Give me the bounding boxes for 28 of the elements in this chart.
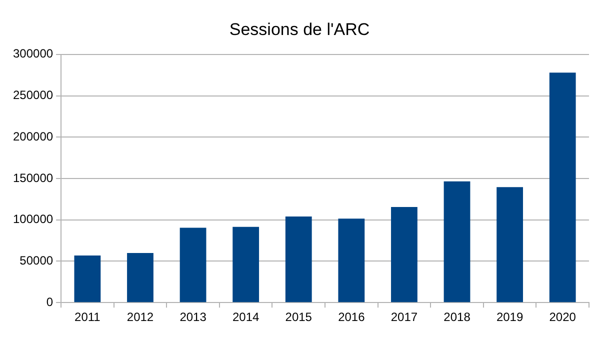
y-tick-label: 300000 <box>12 46 54 61</box>
y-tick-label: 200000 <box>12 129 54 144</box>
bar <box>391 207 418 302</box>
bar <box>285 216 312 302</box>
chart-title: Sessions de l'ARC <box>229 20 370 39</box>
x-tick-label: 2018 <box>444 310 471 324</box>
x-tick-label: 2017 <box>390 310 418 324</box>
y-tick-label: 0 <box>46 294 54 309</box>
bar <box>127 252 154 302</box>
y-tick-label: 50000 <box>20 254 54 268</box>
x-tick-label: 2015 <box>285 310 312 324</box>
bar <box>549 72 576 302</box>
x-tick-label: 2019 <box>496 310 524 324</box>
y-tick-label: 100000 <box>12 212 54 226</box>
bar <box>180 228 206 302</box>
x-tick-label: 2013 <box>180 310 207 324</box>
bar <box>496 187 524 302</box>
x-tick-label: 2012 <box>126 310 154 324</box>
x-tick-label: 2014 <box>232 310 260 324</box>
y-tick-label: 150000 <box>12 170 54 185</box>
bar <box>444 181 470 302</box>
x-tick-label: 2011 <box>74 310 101 324</box>
x-tick-label: 2016 <box>338 310 366 324</box>
bar <box>232 226 260 302</box>
x-tick-label: 2020 <box>549 310 576 324</box>
y-tick-label: 250000 <box>12 88 54 102</box>
bar <box>338 218 365 302</box>
bar <box>74 255 101 302</box>
